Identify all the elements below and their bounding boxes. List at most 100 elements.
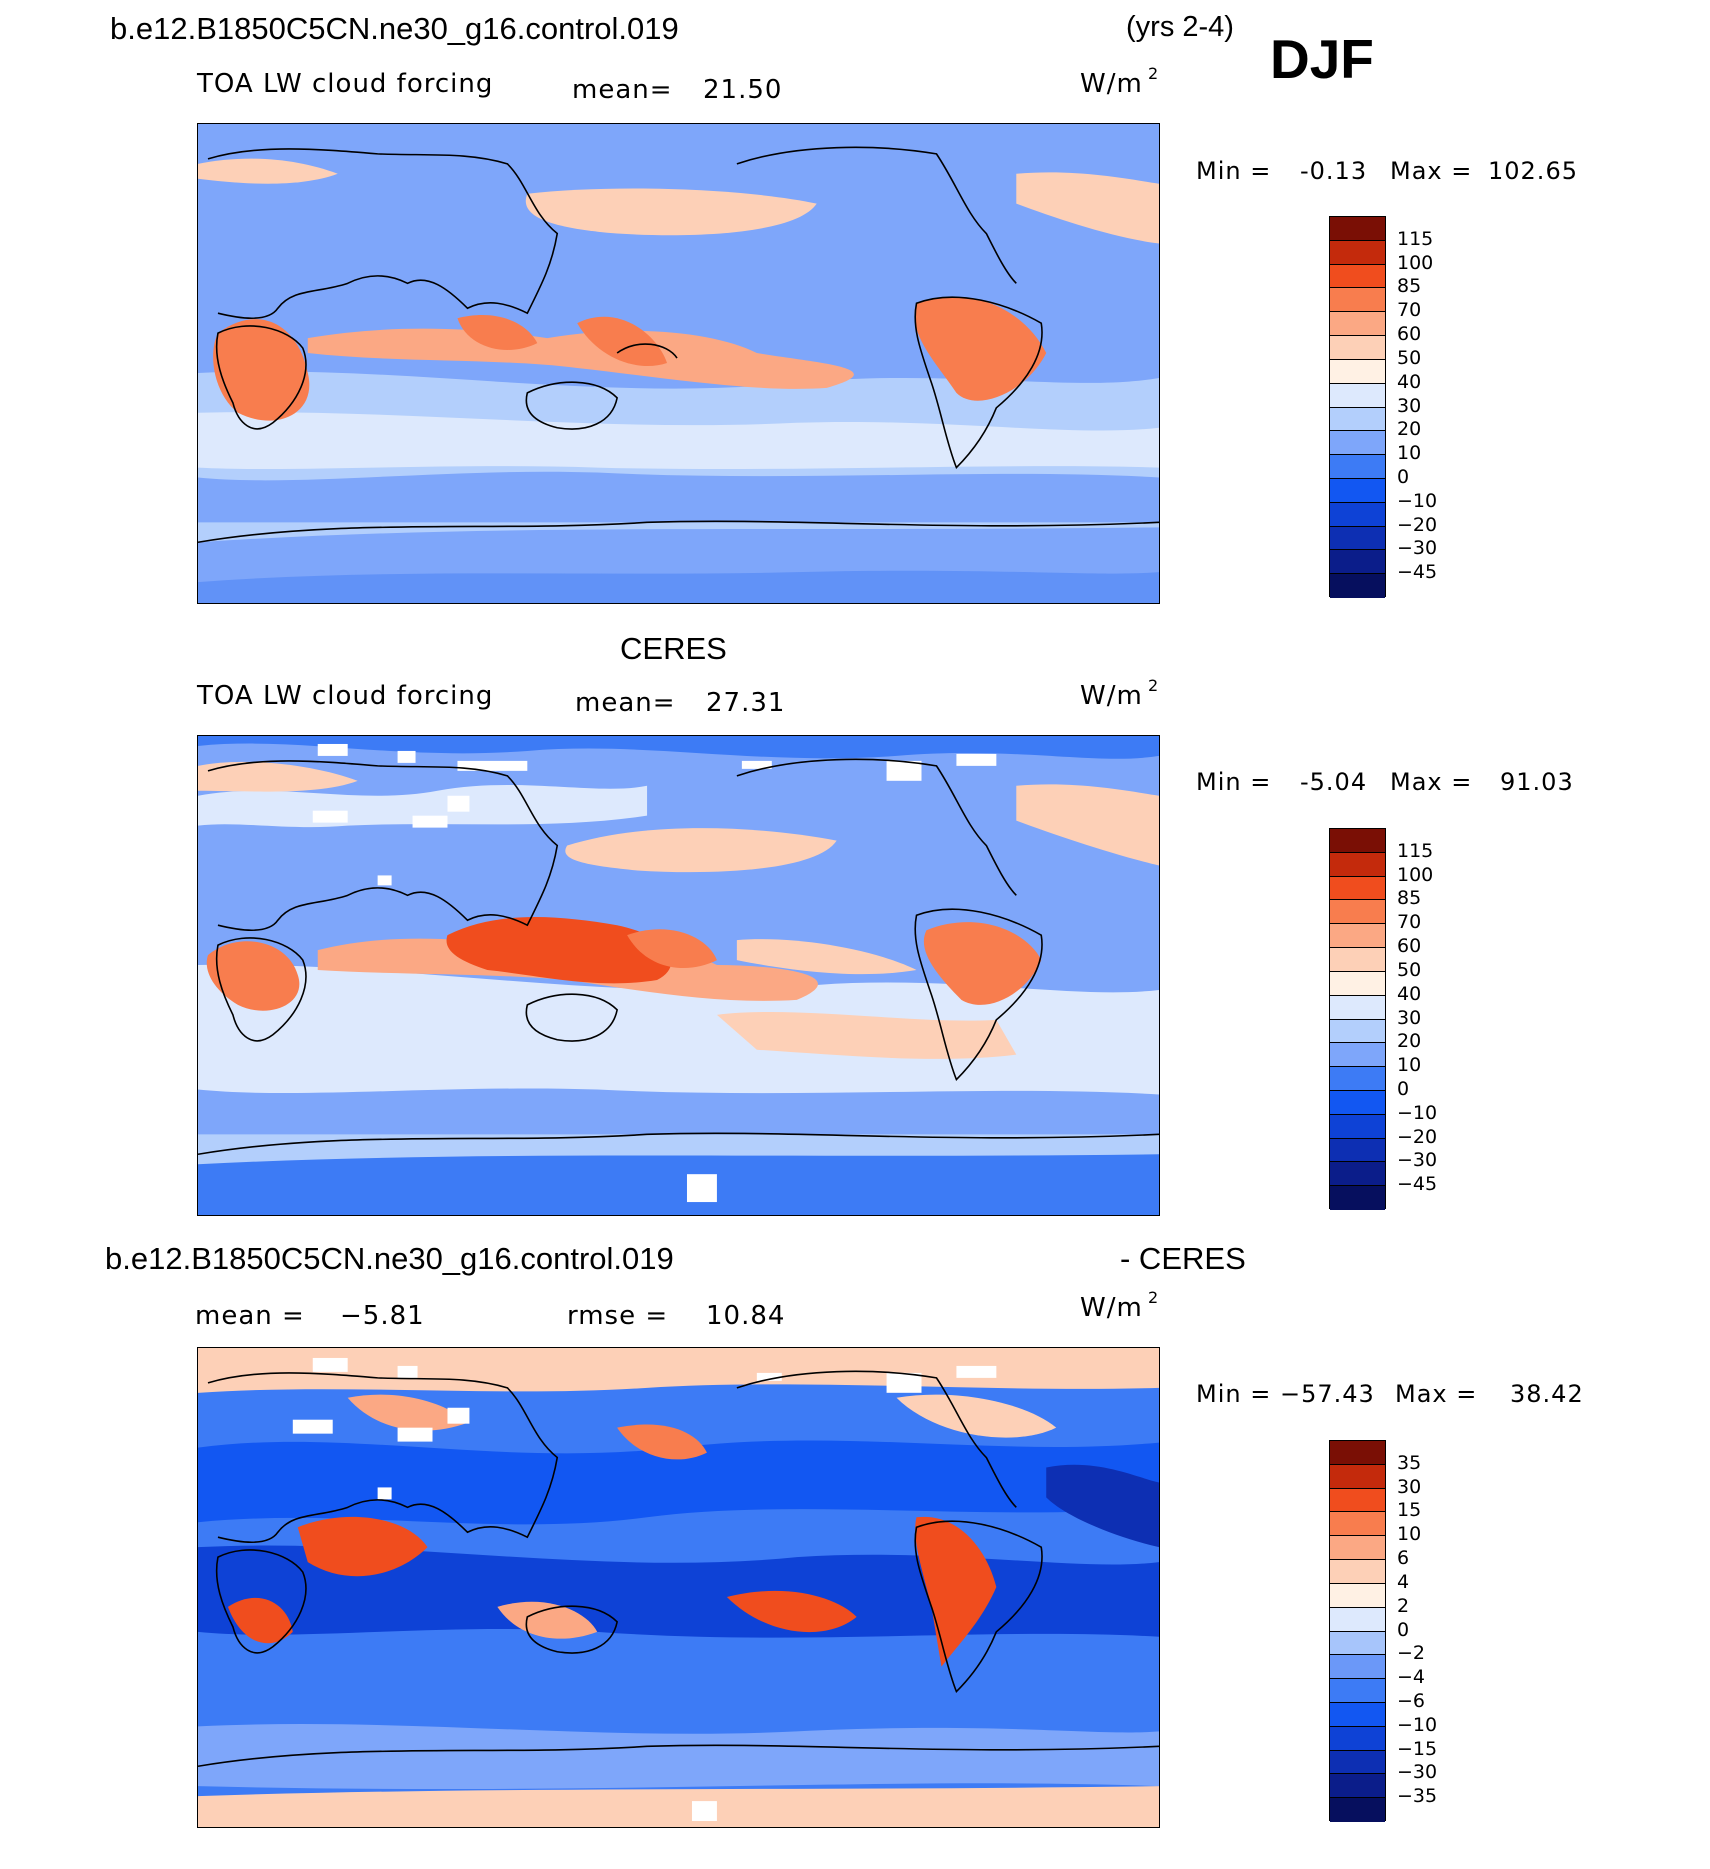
colorbar-cell (1330, 217, 1385, 241)
colorbar-cell (1330, 1655, 1385, 1680)
panel1-units: W/m (1080, 69, 1143, 99)
colorbar-cell (1330, 1512, 1385, 1537)
colorbar-level-label: 30 (1397, 1475, 1422, 1498)
colorbar-cell (1330, 1162, 1385, 1187)
colorbar-cell (1330, 1560, 1385, 1584)
colorbar-level-label: −10 (1397, 1101, 1438, 1124)
colorbar-cell (1330, 1750, 1385, 1775)
colorbar-level-label: 115 (1397, 839, 1434, 862)
colorbar-level-label: 15 (1397, 1499, 1422, 1522)
colorbar-level-label: −10 (1397, 489, 1438, 512)
colorbar-level-label: −6 (1397, 1689, 1426, 1712)
colorbar-level-label: 85 (1397, 887, 1422, 910)
colorbar-cell (1330, 359, 1385, 384)
panel2-max-value: 91.03 (1500, 768, 1574, 796)
panel1-variable: TOA LW cloud forcing (197, 69, 494, 99)
colorbar-cell (1330, 1702, 1385, 1727)
colorbar-cell (1330, 502, 1385, 527)
colorbar-cell (1330, 407, 1385, 432)
colorbar-level-label: 70 (1397, 911, 1422, 934)
colorbar-level-label: 0 (1397, 465, 1410, 488)
season-label: DJF (1270, 28, 1374, 90)
panel1-mean-value: 21.50 (703, 75, 783, 105)
panel3-mean-value: −5.81 (340, 1301, 425, 1331)
colorbar-cell (1330, 336, 1385, 360)
colorbar-level-label: −35 (1397, 1785, 1438, 1808)
case-title: b.e12.B1850C5CN.ne30_g16.control.019 (110, 11, 679, 46)
colorbar-cell (1330, 1536, 1385, 1561)
colorbar-cell (1330, 1090, 1385, 1115)
colorbar-cell (1330, 852, 1385, 877)
panel2-units-exp: 2 (1148, 676, 1159, 695)
panel1-field (198, 124, 1159, 603)
panel3-rmse-value: 10.84 (706, 1301, 786, 1331)
colorbar-cell (1330, 971, 1385, 996)
colorbar-level-label: 70 (1397, 299, 1422, 322)
panel3-min-value: −57.43 (1280, 1380, 1375, 1408)
colorbar-level-label: −30 (1397, 537, 1438, 560)
colorbar-level-label: −45 (1397, 1173, 1438, 1196)
colorbar-cell (1330, 829, 1385, 853)
panel3-units: W/m (1080, 1293, 1143, 1323)
panel2-field (198, 736, 1159, 1215)
panel1-units-exp: 2 (1148, 64, 1159, 83)
panel3-rmse-label: rmse = (567, 1301, 669, 1331)
colorbar-level-label: 85 (1397, 275, 1422, 298)
colorbar-level-label: 30 (1397, 1006, 1422, 1029)
colorbar-cell (1330, 288, 1385, 313)
colorbar-cell (1330, 1043, 1385, 1068)
colorbar-level-label: 0 (1397, 1077, 1410, 1100)
colorbar-level-label: 20 (1397, 418, 1422, 441)
panel2-variable: TOA LW cloud forcing (197, 681, 494, 711)
colorbar-level-label: 30 (1397, 394, 1422, 417)
colorbar-level-label: 6 (1397, 1547, 1410, 1570)
colorbar-cell (1330, 431, 1385, 456)
colorbar-level-label: 50 (1397, 346, 1422, 369)
colorbar-level-label: −20 (1397, 513, 1438, 536)
panel2-units: W/m (1080, 681, 1143, 711)
panel3-min-label: Min = (1196, 1380, 1272, 1408)
colorbar-level-label: 10 (1397, 1523, 1422, 1546)
colorbar-level-label: 40 (1397, 370, 1422, 393)
colorbar-cell (1330, 876, 1385, 901)
colorbar-level-label: −30 (1397, 1149, 1438, 1172)
colorbar-level-label: −4 (1397, 1666, 1426, 1689)
colorbar-cell (1330, 1114, 1385, 1139)
years-label: (yrs 2-4) (1126, 11, 1234, 43)
panel1-max-value: 102.65 (1488, 157, 1578, 185)
colorbar-cell (1330, 995, 1385, 1020)
colorbar-level-label: 60 (1397, 323, 1422, 346)
panel2-max-label: Max = (1390, 768, 1473, 796)
panel3-max-value: 38.42 (1510, 1380, 1584, 1408)
panel3-colorbar (1329, 1440, 1386, 1822)
panel3-case-title: b.e12.B1850C5CN.ne30_g16.control.019 (105, 1241, 674, 1276)
colorbar-cell (1330, 1607, 1385, 1632)
colorbar-level-label: 20 (1397, 1030, 1422, 1053)
panel3-units-exp: 2 (1148, 1288, 1159, 1307)
colorbar-cell (1330, 1774, 1385, 1799)
panel2-mean-value: 27.31 (706, 688, 786, 718)
panel2-min-label: Min = (1196, 768, 1272, 796)
colorbar-level-label: −30 (1397, 1761, 1438, 1784)
colorbar-cell (1330, 1186, 1385, 1210)
colorbar-level-label: 0 (1397, 1618, 1410, 1641)
colorbar-cell (1330, 1441, 1385, 1465)
colorbar-level-label: 10 (1397, 1054, 1422, 1077)
panel2-colorbar (1329, 828, 1386, 1210)
panel3-max-label: Max = (1395, 1380, 1478, 1408)
colorbar-level-label: 115 (1397, 227, 1434, 250)
panel1-min-label: Min = (1196, 157, 1272, 185)
colorbar-cell (1330, 1798, 1385, 1822)
colorbar-level-label: −2 (1397, 1642, 1426, 1665)
colorbar-level-label: 60 (1397, 935, 1422, 958)
colorbar-level-label: 100 (1397, 251, 1434, 274)
colorbar-cell (1330, 574, 1385, 598)
panel1-map (197, 123, 1160, 604)
colorbar-level-label: 40 (1397, 982, 1422, 1005)
colorbar-level-label: 2 (1397, 1594, 1410, 1617)
colorbar-cell (1330, 312, 1385, 337)
colorbar-cell (1330, 455, 1385, 479)
colorbar-cell (1330, 550, 1385, 575)
colorbar-level-label: 10 (1397, 442, 1422, 465)
